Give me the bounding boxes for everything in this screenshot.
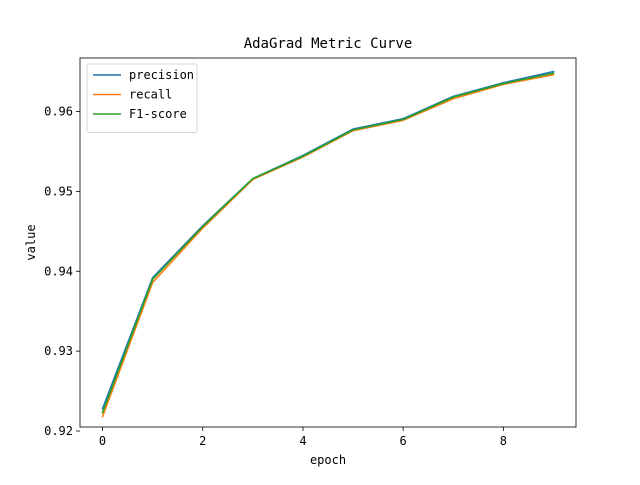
y-tick-label: 0.93 [44,344,73,358]
legend-box [86,63,198,133]
x-tick-label: 0 [99,434,106,448]
x-axis-ticks: 0 2 4 6 8 [99,427,507,448]
y-axis-label: value [24,224,38,260]
x-tick-label: 2 [199,434,206,448]
x-tick-label: 6 [400,434,407,448]
legend-label: precision [129,68,194,82]
legend-label: recall [129,88,172,102]
y-tick-label: 0.94 [44,264,73,278]
legend-label: F1-score [129,107,187,121]
axes-frame [79,57,577,428]
x-axis-label: epoch [310,453,346,467]
x-tick-label: 4 [299,434,306,448]
y-tick-label: 0.96 [44,105,73,119]
chart-title: AdaGrad Metric Curve [244,36,413,52]
y-tick-label: 0.95 [44,184,73,198]
series-line-f1-score [101,72,555,414]
y-tick-label: 0.92 [44,424,73,438]
legend: precision recall F1-score [86,63,198,133]
y-axis-ticks: 0.92 0.93 0.94 0.95 0.96 [44,105,80,438]
x-tick-label: 8 [500,434,507,448]
series-layer [101,70,555,418]
